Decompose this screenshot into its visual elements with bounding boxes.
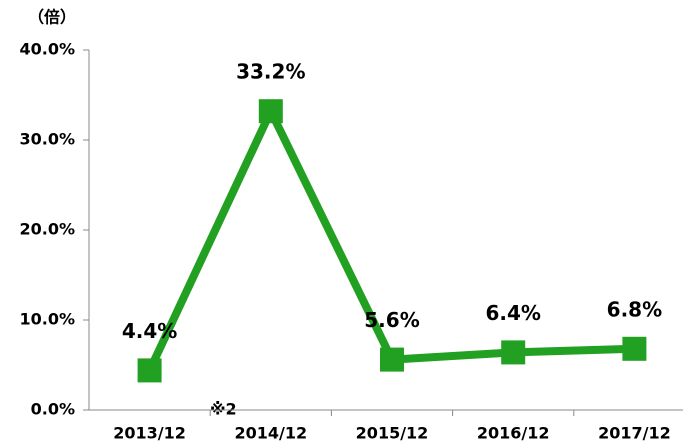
data-label: 6.4% (485, 301, 540, 325)
marker (622, 336, 647, 361)
y-tick-label: 20.0% (19, 220, 75, 239)
marker (258, 99, 283, 124)
y-tick-label: 30.0% (19, 130, 75, 149)
marker (501, 340, 526, 365)
y-tick-label: 0.0% (31, 400, 75, 419)
y-tick-label: 10.0% (19, 310, 75, 329)
x-tick-label: 2014/12 (234, 424, 307, 443)
unit-label: （倍） (28, 8, 76, 27)
annotation: ※2 (210, 400, 237, 419)
marker (137, 358, 162, 383)
x-tick-label: 2017/12 (598, 424, 671, 443)
x-tick-label: 2016/12 (477, 424, 550, 443)
data-label: 5.6% (364, 308, 419, 332)
marker (380, 347, 404, 372)
data-label: 6.8% (607, 297, 662, 321)
y-tick-label: 40.0% (19, 40, 75, 59)
x-tick-label: 2015/12 (356, 424, 429, 443)
data-label: 33.2% (236, 60, 305, 84)
x-tick-label: 2013/12 (113, 424, 186, 443)
data-label: 4.4% (122, 319, 177, 343)
